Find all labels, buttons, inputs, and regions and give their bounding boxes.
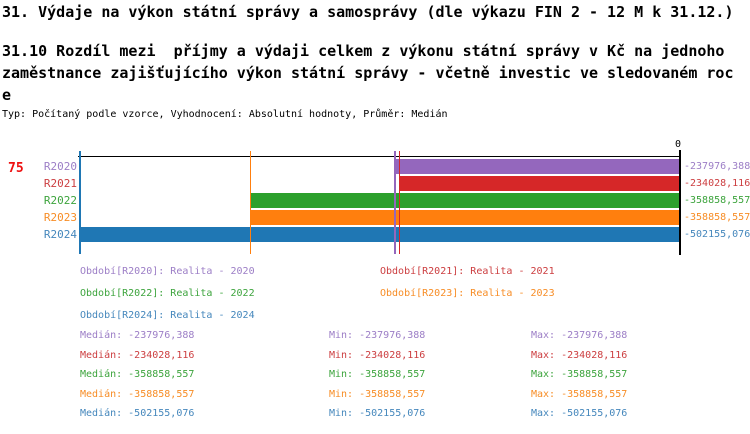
stat-min-r2024: Min: -502155,076 [329,408,426,420]
stat-min-r2023: Min: -358858,557 [329,388,426,400]
value-label-r2022: -358858,557 [684,195,750,206]
bar-r2022 [250,193,679,208]
zero-tick-label: 0 [674,139,682,150]
stat-median-r2023: Medián: -358858,557 [80,388,195,400]
value-label-r2024: -502155,076 [684,229,750,240]
indicator-meta-line: Typ: Počítaný podle vzorce, Vyhodnocení:… [2,109,448,120]
row-label-r2023: R2023 [43,211,77,224]
stat-max-r2020: Max: -237976,388 [531,330,628,341]
stat-median-r2020: Medián: -237976,388 [80,330,195,341]
row-label-r2020: R2020 [43,160,77,173]
value-label-r2020: -237976,388 [684,161,750,172]
row-label-r2021: R2021 [43,177,77,190]
zero-axis-line [679,150,681,255]
stat-median-r2022: Medián: -358858,557 [80,369,195,381]
stat-median-r2021: Medián: -234028,116 [80,349,195,361]
row-label-r2024: R2024 [43,228,77,241]
page-title: 31. Výdaje na výkon státní správy a samo… [2,3,734,21]
stat-max-r2021: Max: -234028,116 [531,349,628,361]
value-label-r2021: -234028,116 [684,178,750,189]
stat-min-r2020: Min: -237976,388 [329,330,426,341]
legend-item-r2022: Období[R2022]: Realita - 2022 [80,288,255,299]
legend-item-r2020: Období[R2020]: Realita - 2020 [80,266,255,277]
row-label-r2022: R2022 [43,194,77,207]
bar-r2024 [80,227,679,242]
x-axis-line [78,155,681,157]
stat-max-r2024: Max: -502155,076 [531,408,628,420]
indicator-number: 75 [8,161,24,176]
stat-max-r2023: Max: -358858,557 [531,388,628,400]
marker-line-r2020 [394,151,396,254]
bar-r2021 [399,176,679,191]
indicator-subtitle-line-1: 31.10 Rozdíl mezi příjmy a výdaji celkem… [2,42,725,60]
stat-min-r2022: Min: -358858,557 [329,369,426,381]
marker-line-r2021 [398,151,401,254]
legend-item-r2024: Období[R2024]: Realita - 2024 [80,310,255,321]
indicator-subtitle-line-2: zaměstnance zajišťujícího výkon státní s… [2,64,734,82]
legend-item-r2021: Období[R2021]: Realita - 2021 [380,266,555,277]
bar-r2023 [250,210,679,225]
legend-item-r2023: Období[R2023]: Realita - 2023 [380,288,555,299]
marker-line-r2023 [249,151,252,254]
indicator-subtitle-line-3: e [2,86,12,104]
bar-r2020 [395,159,679,174]
stat-max-r2022: Max: -358858,557 [531,369,628,381]
stat-median-r2024: Medián: -502155,076 [80,408,195,420]
stat-min-r2021: Min: -234028,116 [329,349,426,361]
value-label-r2023: -358858,557 [684,212,750,223]
marker-line-r2024 [79,151,81,254]
